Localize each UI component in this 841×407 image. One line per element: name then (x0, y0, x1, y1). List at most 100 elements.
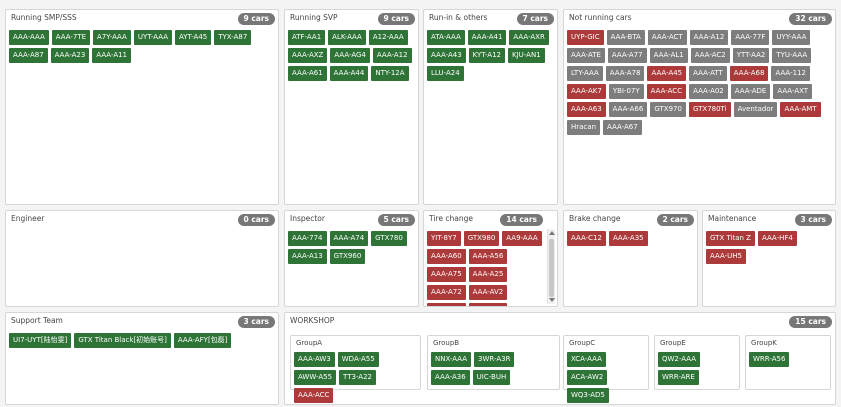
car-tag[interactable]: WDA-A55 (337, 352, 379, 367)
car-tag[interactable]: AA9-AAA (502, 231, 542, 246)
car-tag[interactable]: AAA-A75 (427, 267, 466, 282)
car-tag[interactable]: AAA-A74 (329, 231, 369, 246)
car-tag[interactable]: AAA-774 (288, 231, 327, 246)
car-tag[interactable]: AAA-A72 (427, 285, 466, 300)
car-tag[interactable]: AAA-AG4 (330, 48, 370, 63)
car-tag[interactable]: AAA-ATE (567, 48, 605, 63)
car-tag[interactable]: GTX980 (463, 231, 500, 246)
car-tag[interactable]: UI7-UYT[陆怡雯] (9, 333, 72, 348)
car-tag[interactable]: ALK-AAA (328, 30, 366, 45)
car-tag[interactable]: UYY-AAA (772, 30, 811, 45)
car-tag[interactable]: TYU-AAA (772, 48, 812, 63)
car-tag[interactable]: UYP-GIC (567, 30, 604, 45)
car-tag[interactable]: WRR-ARE (658, 370, 699, 385)
car-tag[interactable]: AAA-ADE (730, 84, 771, 99)
car-tag[interactable]: AAA-A36 (431, 370, 470, 385)
car-tag[interactable]: AAA-AW3 (294, 352, 335, 367)
car-tag[interactable]: AAA-112 (771, 66, 810, 81)
car-tag[interactable]: ATF-AA1 (288, 30, 326, 45)
car-tag[interactable]: XCA-AAA (567, 352, 606, 367)
car-tag[interactable]: Hracan (567, 120, 601, 135)
car-tag[interactable]: AAA-AK5 (468, 303, 508, 306)
car-tag[interactable]: AAA-A44 (329, 66, 369, 81)
car-tag[interactable]: YTT-AA2 (732, 48, 770, 63)
car-tag[interactable]: AAA-A13 (288, 249, 327, 264)
car-tag[interactable]: AAA-A98 (427, 303, 466, 306)
car-tag[interactable]: A12-AAA (368, 30, 408, 45)
car-tag[interactable]: AAA-A45 (647, 66, 687, 81)
car-tag[interactable]: AAA-A02 (689, 84, 728, 99)
scrollbar-thumb[interactable] (549, 239, 554, 297)
car-tag[interactable]: AWW-A55 (294, 370, 337, 385)
car-tag[interactable]: AAA-AL1 (649, 48, 688, 63)
car-tag[interactable]: AAA-A67 (603, 120, 642, 135)
car-tag[interactable]: YBI-07Y (608, 84, 644, 99)
car-tag[interactable]: AAA-AMT (780, 102, 821, 117)
car-tag[interactable]: UYT-AAA (133, 30, 173, 45)
car-tag[interactable]: AAA-A25 (468, 267, 508, 282)
car-tag[interactable]: AAA-A87 (9, 48, 48, 63)
car-tag[interactable]: LTY-AAA (567, 66, 603, 81)
car-tag[interactable]: GTX970 (650, 102, 686, 117)
car-tag[interactable]: AAA-A78 (605, 66, 645, 81)
car-tag[interactable]: AAA-AAA (9, 30, 49, 45)
car-tag[interactable]: QW2-AAA (658, 352, 701, 367)
car-tag[interactable]: AAA-A43 (427, 48, 466, 63)
car-tag[interactable]: ATA-AAA (427, 30, 465, 45)
car-tag[interactable]: AAA-A61 (288, 66, 327, 81)
car-tag[interactable]: WQ3-AD5 (567, 388, 609, 403)
car-tag[interactable]: AAA-AK7 (567, 84, 606, 99)
car-tag[interactable]: A7Y-AAA (93, 30, 131, 45)
vertical-scrollbar[interactable] (547, 229, 555, 304)
car-tag[interactable]: AAA-A66 (608, 102, 648, 117)
car-tag[interactable]: AAA-ACT (647, 30, 687, 45)
car-tag[interactable]: AAA-AXT (773, 84, 813, 99)
car-tag[interactable]: NTY-12A (371, 66, 409, 81)
car-tag[interactable]: LLU-A24 (427, 66, 464, 81)
car-tag[interactable]: KJU-AN1 (508, 48, 545, 63)
car-tag[interactable]: AAA-ATT (689, 66, 727, 81)
car-tag[interactable]: AAA-A35 (608, 231, 648, 246)
car-tag[interactable]: GTX Titan Black[初始账号] (74, 333, 171, 348)
car-tag[interactable]: AAA-A56 (468, 249, 508, 264)
car-tag[interactable]: KYT-A12 (468, 48, 505, 63)
car-tag[interactable]: AAA-7TE (51, 30, 91, 45)
car-tag[interactable]: AAA-A41 (467, 30, 507, 45)
car-tag[interactable]: AAA-A63 (567, 102, 606, 117)
car-tag[interactable]: AAA-77F (731, 30, 770, 45)
car-tag[interactable]: AAA-AXZ (288, 48, 328, 63)
car-tag[interactable]: AAA-A23 (50, 48, 90, 63)
car-tag[interactable]: YIT-8Y7 (427, 231, 461, 246)
car-tag[interactable]: AAA-A68 (729, 66, 769, 81)
car-tag[interactable]: WRR-A56 (749, 352, 790, 367)
car-tag[interactable]: AAA-A11 (92, 48, 132, 63)
car-tag[interactable]: AAA-A60 (427, 249, 466, 264)
car-tag[interactable]: AAA-A77 (607, 48, 647, 63)
car-tag[interactable]: AAA-AFY[包磊] (173, 333, 232, 348)
car-tag[interactable]: GTX Titan Z (706, 231, 755, 246)
car-tag[interactable]: ACA-AW2 (567, 370, 608, 385)
car-tag[interactable]: AAA-BTA (606, 30, 645, 45)
car-tag[interactable]: AAA-AXR (509, 30, 549, 45)
car-tag[interactable]: AAA-A12 (689, 30, 729, 45)
car-tag[interactable]: TYX-A87 (214, 30, 252, 45)
car-tag[interactable]: AAA-C12 (567, 231, 606, 246)
car-tag[interactable]: UIC-BUH (472, 370, 511, 385)
car-tag[interactable]: AYT-A45 (175, 30, 212, 45)
car-tag[interactable]: AAA-AV2 (468, 285, 508, 300)
car-tag[interactable]: GTX780 (371, 231, 407, 246)
car-tag[interactable]: Aventador (733, 102, 778, 117)
car-tag[interactable]: TT3-A22 (339, 370, 376, 385)
car-tag[interactable]: 3WR-A3R (474, 352, 515, 367)
car-tag[interactable]: GTX780Ti (688, 102, 731, 117)
car-tag[interactable]: NNX-AAA (431, 352, 472, 367)
car-tag[interactable]: GTX960 (329, 249, 366, 264)
car-tag[interactable]: AAA-A12 (372, 48, 412, 63)
car-tag[interactable]: AAA-HF4 (757, 231, 797, 246)
car-tag[interactable]: AAA-ACC (294, 388, 334, 403)
car-tag[interactable]: AAA-AC2 (690, 48, 730, 63)
scroll-up-icon[interactable] (549, 231, 555, 235)
scroll-down-icon[interactable] (549, 298, 555, 302)
car-tag[interactable]: AAA-ACC (646, 84, 687, 99)
car-tag[interactable]: AAA-UH5 (706, 249, 746, 264)
